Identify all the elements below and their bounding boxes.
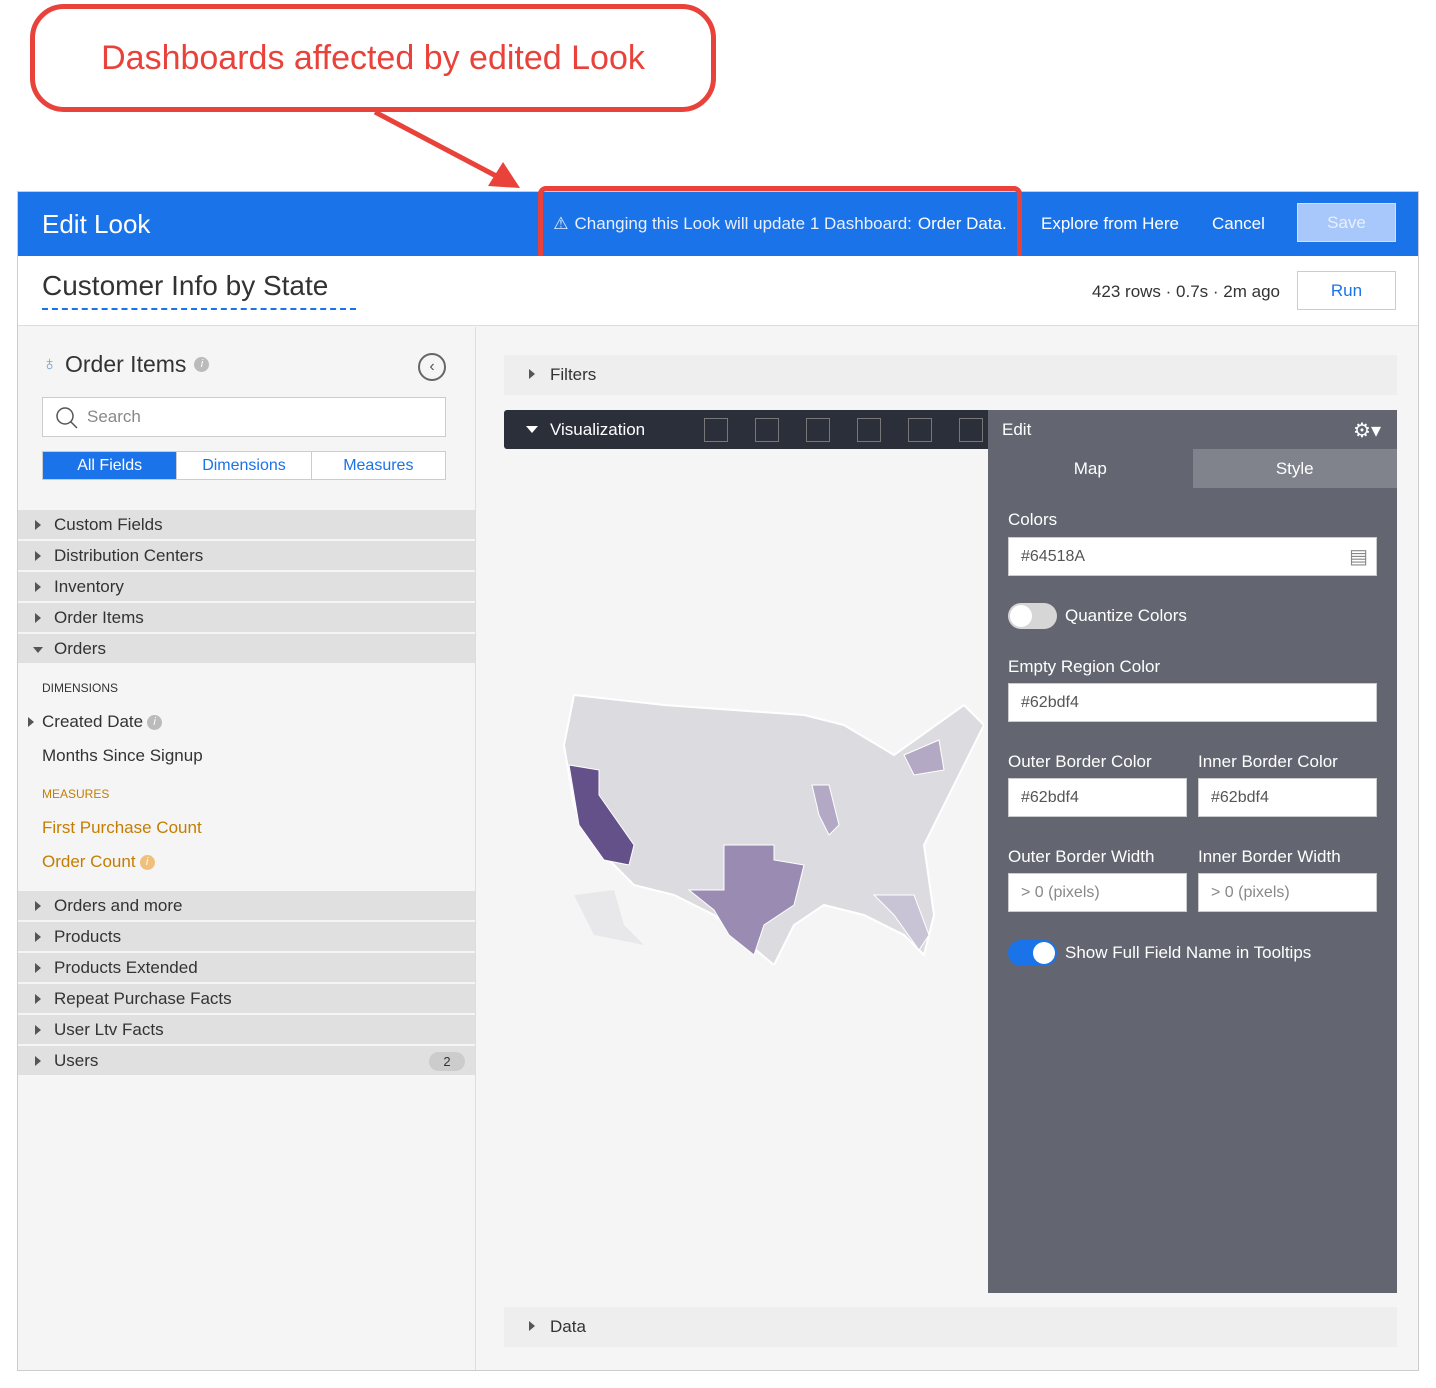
info-icon: i <box>139 854 155 870</box>
palette-icon: ▤ <box>1349 546 1368 568</box>
explore-from-here-button[interactable]: Explore from Here <box>1041 214 1179 233</box>
tab-measures[interactable]: Measures <box>310 452 445 479</box>
cancel-button[interactable]: Cancel <box>1212 214 1265 233</box>
tab-all-fields[interactable]: All Fields <box>43 452 177 479</box>
view-item[interactable]: Orders and more <box>18 891 475 922</box>
tab-style[interactable]: Style <box>1192 449 1397 488</box>
view-item[interactable]: Inventory <box>18 572 475 603</box>
look-header: Customer Info by State 423 rows · 0.7s ·… <box>18 256 1418 326</box>
view-item-orders[interactable]: Orders <box>18 634 475 665</box>
explore-title: ♁ Order Items i <box>42 351 210 378</box>
measures-heading: MEASURES <box>42 787 110 801</box>
run-button[interactable]: Run <box>1297 271 1396 310</box>
search-icon <box>56 407 78 429</box>
inner-border-color-input[interactable]: #62bdf4 <box>1198 778 1377 817</box>
dashboard-link[interactable]: Order Data. <box>917 214 1007 233</box>
edit-look-app: Edit Look ⚠ Changing this Look will upda… <box>17 186 1419 1371</box>
view-item[interactable]: Distribution Centers <box>18 541 475 572</box>
data-section[interactable]: Data <box>504 1307 1397 1347</box>
main-area: Filters Visualization Edit ⚙▾ Map Style Co… <box>504 355 1397 1347</box>
annotation-callout: Dashboards affected by edited Look <box>30 4 716 112</box>
filters-section[interactable]: Filters <box>504 355 1397 395</box>
field-type-tabs: All Fields Dimensions Measures <box>42 451 446 480</box>
visualization-section[interactable]: Visualization <box>504 410 988 449</box>
view-item[interactable]: Repeat Purchase Facts <box>18 984 475 1015</box>
map-region-texas <box>687 844 805 956</box>
inner-border-width-input[interactable]: > 0 (pixels) <box>1198 873 1377 912</box>
page-title: Edit Look <box>42 208 151 239</box>
line-chart-icon[interactable] <box>908 418 932 442</box>
collapse-sidebar-button[interactable]: ‹ <box>418 353 446 381</box>
field-order-count[interactable]: Order Count i <box>42 845 475 879</box>
scatter-icon[interactable] <box>857 418 881 442</box>
tab-dimensions[interactable]: Dimensions <box>176 452 311 479</box>
query-meta: 423 rows · 0.7s · 2m ago <box>1091 282 1280 301</box>
map-region-florida <box>872 894 930 951</box>
view-item[interactable]: Custom Fields <box>18 510 475 541</box>
dimensions-heading: DIMENSIONS <box>42 681 119 695</box>
view-item[interactable]: Order Items <box>18 603 475 634</box>
tab-map[interactable]: Map <box>1073 458 1107 478</box>
area-chart-icon[interactable] <box>959 418 983 442</box>
view-item[interactable]: Products Extended <box>18 953 475 984</box>
count-badge: 2 <box>429 1052 465 1071</box>
empty-region-color-input[interactable]: #62bdf4 <box>1008 683 1377 722</box>
gear-icon[interactable]: ⚙▾ <box>1353 420 1381 442</box>
look-title[interactable]: Customer Info by State <box>42 270 357 310</box>
save-button[interactable]: Save <box>1297 203 1396 242</box>
view-item[interactable]: Products <box>18 922 475 953</box>
outer-border-color-input[interactable]: #62bdf4 <box>1008 778 1187 817</box>
view-item[interactable]: User Ltv Facts <box>18 1015 475 1046</box>
us-map[interactable] <box>544 685 984 965</box>
info-icon: i <box>147 714 163 730</box>
annotation-arrow <box>373 109 520 188</box>
outer-border-width-input[interactable]: > 0 (pixels) <box>1008 873 1187 912</box>
edit-panel-title: Edit <box>1002 419 1032 439</box>
field-created-date[interactable]: Created Date i <box>28 705 475 739</box>
full-field-name-toggle[interactable] <box>1008 940 1057 966</box>
top-bar: Edit Look ⚠ Changing this Look will upda… <box>18 186 1418 262</box>
warning-icon: ⚠ <box>553 214 569 233</box>
explore-icon: ♁ <box>42 353 57 375</box>
column-chart-icon[interactable] <box>755 418 779 442</box>
field-first-purchase-count[interactable]: First Purchase Count <box>42 818 202 837</box>
quantize-colors-toggle[interactable] <box>1008 603 1057 629</box>
edit-panel: Edit ⚙▾ Map Style Colors #64518A ▤ Quantize… <box>988 410 1397 1293</box>
dashboard-warning: ⚠ Changing this Look will update 1 Dashb… <box>538 186 1022 262</box>
map-region-illinois <box>811 784 840 836</box>
view-item-users[interactable]: Users 2 <box>18 1046 475 1077</box>
info-icon[interactable]: i <box>194 357 210 372</box>
bar-chart-icon[interactable] <box>806 418 830 442</box>
table-icon[interactable] <box>704 418 728 442</box>
search-input[interactable]: Search <box>42 397 446 437</box>
map-region-california <box>568 764 635 866</box>
field-months-since-signup[interactable]: Months Since Signup <box>42 746 203 765</box>
map-region-new-york <box>903 739 945 776</box>
colors-input[interactable]: #64518A ▤ <box>1008 537 1377 576</box>
map-region-alaska <box>574 890 644 945</box>
field-picker: ♁ Order Items i ‹ Search All Fields Dimens… <box>18 327 476 1370</box>
